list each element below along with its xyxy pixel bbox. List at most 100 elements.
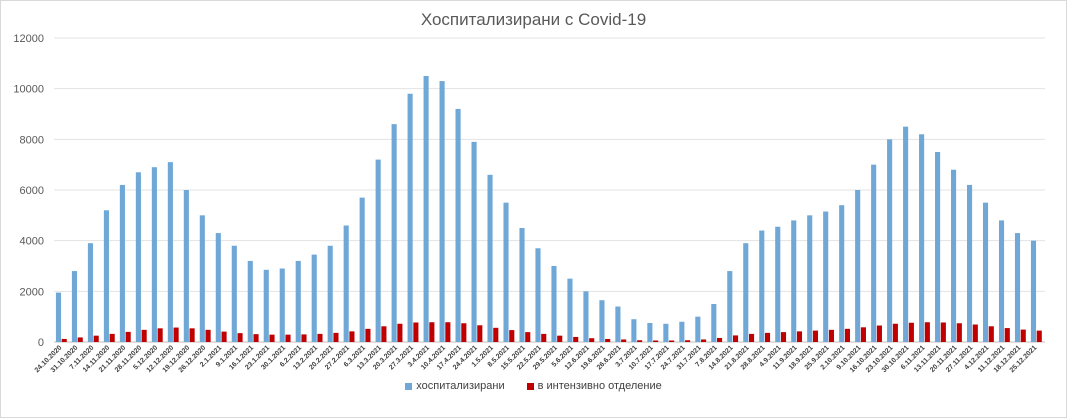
chart-title: Хоспитализирани с Covid-19 [420, 10, 647, 29]
bar-icu [860, 327, 866, 342]
bar-hospitalized [487, 174, 493, 342]
bar-hospitalized [343, 225, 349, 342]
bar-hospitalized [887, 139, 893, 342]
bar-icu [61, 338, 67, 342]
bar-icu [669, 340, 675, 342]
bar-icu [908, 322, 914, 342]
bar-icu [221, 331, 227, 342]
bar-hospitalized [935, 152, 941, 342]
legend: хоспитализирани в интензивно отделение [0, 380, 1067, 392]
bar-hospitalized [823, 211, 829, 342]
bar-icu [589, 338, 595, 342]
bar-icu [1004, 328, 1010, 342]
bar-hospitalized [679, 321, 685, 342]
y-tick-label: 6000 [20, 185, 44, 197]
bar-hospitalized [215, 233, 221, 342]
bar-icu [637, 340, 643, 342]
bar-hospitalized [151, 167, 157, 342]
bar-hospitalized [951, 169, 957, 342]
bars [55, 76, 1042, 343]
y-tick-label: 2000 [20, 286, 44, 298]
bar-icu [1036, 330, 1042, 342]
bar-hospitalized [471, 141, 477, 342]
bar-icu [77, 337, 83, 342]
bar-hospitalized [279, 268, 285, 342]
bar-icu [253, 334, 259, 342]
y-tick-label: 0 [38, 337, 44, 349]
bar-icu [333, 332, 339, 342]
bar-icu [1020, 329, 1026, 342]
bar-icu [301, 334, 307, 342]
bar-hospitalized [407, 93, 413, 342]
bar-icu [493, 327, 499, 342]
bar-hospitalized [615, 306, 621, 342]
bar-icu [125, 331, 131, 342]
bar-hospitalized [535, 248, 541, 342]
bar-hospitalized [391, 124, 397, 342]
bar-icu [349, 331, 355, 342]
bar-icu [732, 335, 739, 342]
bar-hospitalized [567, 278, 573, 342]
bar-hospitalized [455, 108, 461, 343]
bar-hospitalized [359, 197, 365, 342]
bar-icu [237, 333, 243, 342]
bar-hospitalized [759, 230, 765, 342]
bar-icu [557, 335, 563, 342]
bar-hospitalized [1030, 240, 1037, 342]
y-tick-label: 4000 [20, 236, 44, 248]
bar-icu [173, 327, 179, 342]
y-tick-label: 10000 [13, 84, 44, 96]
bar-icu [621, 339, 627, 342]
bar-hospitalized [631, 319, 637, 342]
bar-hospitalized [839, 205, 845, 342]
bar-hospitalized [583, 291, 589, 342]
bar-hospitalized [55, 292, 62, 342]
bar-icu [717, 337, 723, 342]
legend-label-icu: в интензивно отделение [537, 380, 662, 392]
bar-hospitalized [903, 126, 909, 342]
bar-icu [509, 330, 515, 342]
bar-hospitalized [791, 220, 797, 342]
y-axis-tick-labels: 0 2000 4000 6000 8000 10000 12000 [13, 33, 44, 349]
bar-hospitalized [87, 243, 93, 342]
legend-item-icu: в интензивно отделение [526, 380, 662, 392]
bar-icu [876, 325, 882, 342]
bar-icu [796, 331, 803, 342]
bar-icu [381, 326, 387, 342]
bar-hospitalized [439, 81, 445, 342]
bar-icu [988, 326, 994, 342]
bar-icu [924, 322, 930, 342]
bar-hospitalized [103, 210, 109, 342]
bar-hospitalized [871, 164, 877, 342]
bar-icu [189, 328, 195, 342]
bar-hospitalized [263, 269, 269, 342]
x-axis-tick-labels: 24.10.202031.10.20207.11.202014.11.20202… [34, 344, 1039, 374]
bar-hospitalized [519, 228, 525, 342]
bar-icu [365, 328, 371, 342]
bar-hospitalized [167, 162, 173, 342]
bar-hospitalized [119, 184, 125, 342]
bar-hospitalized [375, 159, 381, 342]
bar-icu [748, 333, 755, 342]
bar-icu [764, 332, 771, 342]
bar-icu [956, 323, 962, 342]
bar-icu [157, 328, 163, 342]
bar-icu [812, 330, 819, 342]
bar-icu [972, 324, 978, 342]
bar-icu [653, 340, 659, 342]
bar-icu [429, 322, 435, 342]
bar-icu [525, 332, 531, 342]
bar-hospitalized [599, 300, 605, 342]
legend-item-hospitalized: хоспитализирани [405, 380, 505, 392]
bar-hospitalized [1014, 233, 1021, 342]
legend-swatch-icu [526, 382, 534, 390]
bar-hospitalized [247, 260, 253, 342]
bar-hospitalized [135, 172, 141, 342]
bar-icu [828, 329, 835, 342]
legend-label-hospitalized: хоспитализирани [416, 380, 505, 392]
bar-hospitalized [967, 184, 973, 342]
bar-hospitalized [551, 266, 557, 342]
bar-icu [93, 335, 99, 342]
bar-icu [940, 322, 946, 342]
bar-hospitalized [982, 202, 989, 342]
